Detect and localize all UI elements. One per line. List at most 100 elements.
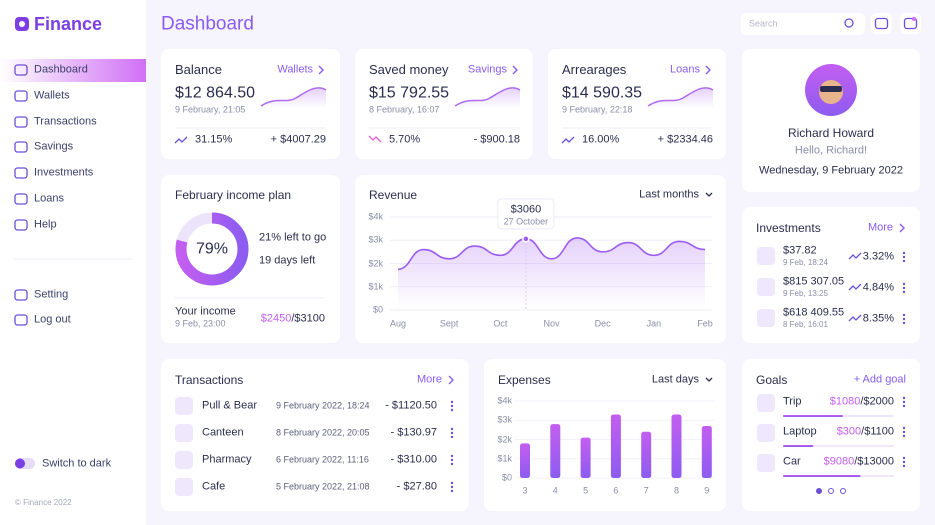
bar (701, 426, 712, 478)
menu-dots[interactable] (902, 259, 906, 263)
card-link[interactable]: Loans (670, 63, 700, 76)
menu-dots[interactable] (902, 430, 906, 434)
x-tick-label: 9 (704, 485, 710, 496)
nav-item[interactable]: Investments (34, 166, 94, 179)
x-tick-label: 3 (522, 485, 528, 496)
x-tick-label: 7 (643, 485, 649, 496)
chevron-icon (318, 65, 324, 75)
card-link[interactable]: Wallets (277, 63, 313, 76)
goal-name: Trip (783, 395, 802, 408)
avatar-glasses (820, 86, 842, 92)
pager-dot[interactable] (840, 488, 846, 494)
tx-date: 8 February 2022, 20:05 (276, 427, 370, 438)
menu-dots[interactable] (450, 400, 454, 404)
menu-dots[interactable] (902, 400, 906, 404)
sparkline (647, 87, 714, 107)
tx-name: Pharmacy (202, 453, 252, 466)
menu-dots[interactable] (450, 435, 454, 439)
goal-current: $1080 (829, 395, 861, 408)
search-box[interactable] (741, 13, 865, 35)
chevron-icon (512, 65, 518, 75)
nav-item[interactable]: Transactions (34, 115, 97, 128)
y-tick-label: $0 (372, 304, 383, 315)
menu-dots[interactable] (450, 489, 454, 493)
menu-dots[interactable] (902, 321, 906, 325)
menu-dots[interactable] (902, 313, 906, 317)
card-link[interactable]: Savings (467, 63, 507, 76)
asset-amount: $815 307.05 (783, 275, 845, 288)
pager-dot[interactable] (828, 488, 834, 494)
card-delta: + $4007.29 (270, 133, 326, 146)
period-select[interactable]: Last days (651, 373, 699, 386)
menu-dots[interactable] (902, 456, 906, 460)
nav-item[interactable]: Dashboard (34, 63, 88, 76)
bell-icon (903, 17, 918, 30)
more-link[interactable]: More (416, 373, 442, 386)
more-link[interactable]: More (867, 221, 893, 234)
nav-item[interactable]: Log out (34, 313, 71, 326)
nav-item[interactable]: Wallets (34, 89, 70, 102)
menu-dots[interactable] (450, 481, 454, 485)
card-title: Saved money (369, 62, 449, 78)
mail-icon (874, 17, 889, 30)
y-tick-label: $4k (368, 211, 383, 222)
pager-dot[interactable] (816, 488, 822, 494)
bar (610, 414, 621, 478)
x-tick-label: Dec (594, 318, 611, 329)
y-tick-label: $2k (368, 258, 383, 269)
card-title: Investments (756, 220, 821, 235)
tx-date: 5 February 2022, 21:08 (276, 481, 370, 492)
menu-dots[interactable] (450, 431, 454, 435)
menu-dots[interactable] (450, 462, 454, 466)
search-placeholder[interactable]: Search (749, 18, 778, 29)
nav-item[interactable]: Loans (34, 192, 64, 205)
menu-dots[interactable] (902, 434, 906, 438)
dark-toggle-knob (15, 458, 25, 469)
menu-dots[interactable] (902, 317, 906, 321)
sparkline-area (261, 87, 326, 108)
nav-item[interactable]: Help (34, 218, 57, 231)
bar (520, 443, 530, 478)
x-tick-label: Aug (389, 318, 407, 329)
mail-button[interactable] (871, 13, 892, 34)
menu-dots[interactable] (902, 396, 906, 400)
menu-dots[interactable] (450, 485, 454, 489)
menu-dots[interactable] (902, 282, 906, 286)
bell-button[interactable] (900, 13, 921, 34)
menu-dots[interactable] (450, 408, 454, 412)
menu-dots[interactable] (902, 290, 906, 294)
add-goal[interactable]: + Add goal (853, 373, 906, 386)
goal-current: $9080 (823, 455, 855, 468)
asset-amount: $37.82 (783, 244, 817, 257)
trend-icon (368, 135, 382, 143)
nav-item[interactable]: Setting (34, 288, 69, 301)
menu-dots[interactable] (902, 426, 906, 430)
tx-amount: - $310.00 (390, 453, 437, 466)
menu-dots[interactable] (902, 286, 906, 290)
nav-icon (14, 90, 28, 102)
revenue-line (397, 237, 706, 271)
menu-dots[interactable] (450, 458, 454, 462)
asset-date: 8 Feb, 16:01 (783, 320, 828, 330)
menu-dots[interactable] (450, 427, 454, 431)
page-title: Dashboard (161, 13, 254, 35)
chevron-icon (705, 192, 713, 197)
menu-dots[interactable] (902, 251, 906, 255)
x-tick-label: 6 (613, 485, 619, 496)
nav-item[interactable]: Savings (34, 140, 74, 153)
x-tick-label: Nov (543, 318, 560, 329)
profile-name: Richard Howard (787, 125, 875, 140)
bar (550, 424, 561, 478)
tx-amount: - $1120.50 (385, 399, 437, 412)
y-tick-label: $3k (497, 414, 512, 425)
menu-dots[interactable] (902, 464, 906, 468)
menu-dots[interactable] (902, 404, 906, 408)
menu-dots[interactable] (450, 404, 454, 408)
period-select[interactable]: Last months (639, 188, 699, 201)
menu-dots[interactable] (902, 460, 906, 464)
menu-dots[interactable] (450, 454, 454, 458)
profile-greeting: Hello, Richard! (794, 144, 868, 157)
asset-date: 9 Feb, 13:25 (783, 289, 828, 299)
menu-dots[interactable] (902, 255, 906, 259)
